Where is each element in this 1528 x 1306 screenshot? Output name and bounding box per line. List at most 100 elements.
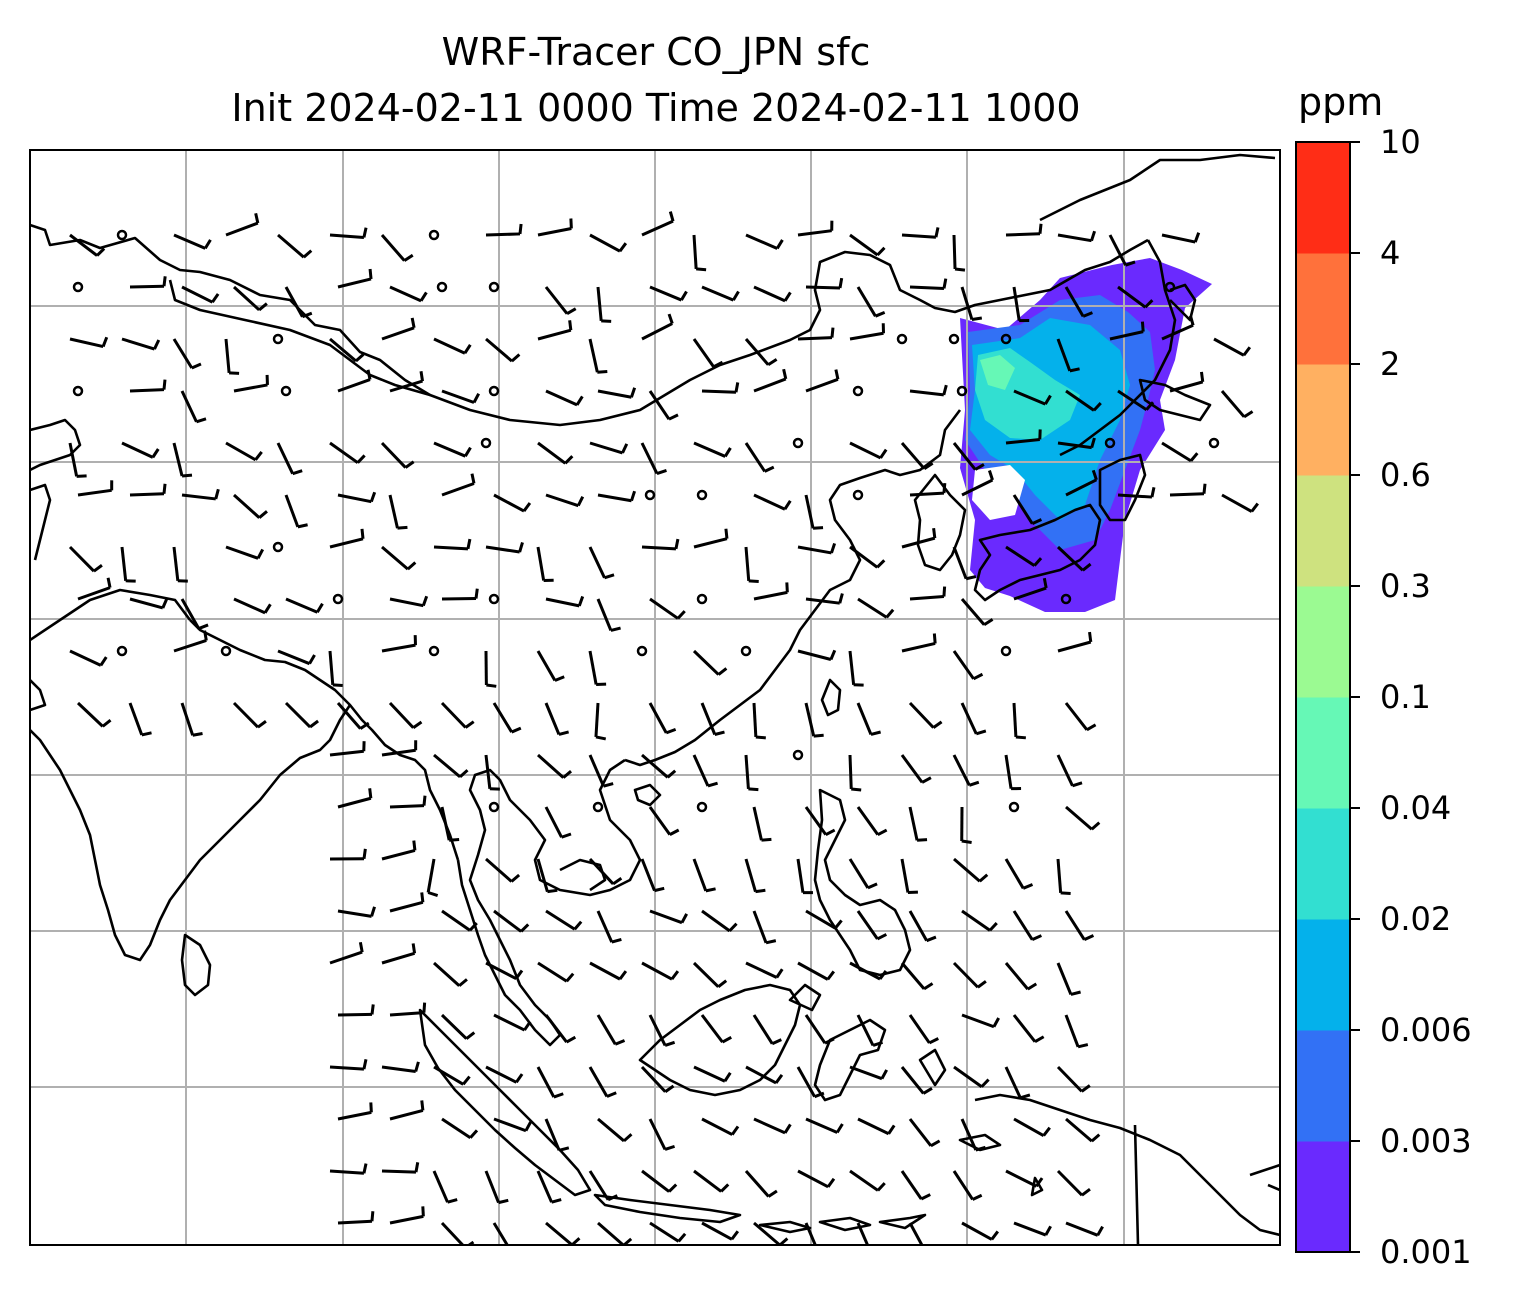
- wind-barb: [900, 1066, 933, 1095]
- wind-barb: [493, 1013, 532, 1032]
- wind-barb: [545, 493, 585, 508]
- wind-barb: [596, 286, 612, 323]
- wind-barb: [1005, 429, 1042, 445]
- wind-barb: [1013, 577, 1048, 601]
- wind-barb: [849, 1169, 886, 1192]
- wind-barb: [953, 857, 989, 883]
- colorbar-tick-label: 0.006: [1380, 1011, 1472, 1049]
- colorbar-segment: [1296, 364, 1350, 476]
- wind-barb: [588, 546, 615, 580]
- wind-barb: [381, 943, 417, 965]
- colorbar-tick-label: 2: [1380, 345, 1401, 383]
- wind-barb: [537, 753, 572, 779]
- wind-barb: [381, 545, 417, 571]
- wind-barb: [488, 385, 500, 397]
- colorbar-segment: [1296, 808, 1350, 920]
- wind-barb: [441, 389, 481, 404]
- wind-barb: [960, 286, 983, 321]
- wind-barb: [1161, 232, 1201, 244]
- wind-barb: [641, 961, 680, 981]
- wind-barb: [805, 593, 844, 605]
- wind-barb: [433, 441, 472, 458]
- wind-barb: [389, 795, 427, 809]
- wind-barb: [181, 285, 220, 304]
- wind-barb: [641, 753, 677, 779]
- wind-barb: [1108, 234, 1136, 267]
- wind-barb: [848, 858, 878, 890]
- wind-barb: [337, 491, 377, 504]
- wind-barb: [693, 441, 732, 458]
- wind-barb: [433, 337, 472, 355]
- wind-barb: [1013, 1117, 1051, 1137]
- wind-barb: [1169, 483, 1207, 497]
- wind-barb: [648, 390, 679, 421]
- wind-barb: [597, 1117, 633, 1143]
- wind-barb: [701, 1221, 740, 1241]
- wind-barb: [753, 493, 792, 511]
- wind-barb: [389, 285, 428, 303]
- wind-barb: [537, 961, 575, 983]
- colorbar-tick-label: 0.02: [1380, 900, 1452, 938]
- wind-barb: [796, 858, 813, 895]
- wind-barb: [272, 333, 284, 345]
- wind-barb: [909, 384, 948, 397]
- wind-barb: [121, 337, 161, 351]
- wind-barb: [488, 281, 500, 293]
- wind-barb: [909, 278, 948, 290]
- wind-barb: [1012, 910, 1042, 942]
- wind-barb: [592, 801, 604, 813]
- wind-barb: [544, 286, 577, 315]
- wind-barb: [328, 650, 343, 687]
- wind-barb: [900, 858, 918, 894]
- wind-barb: [692, 858, 716, 893]
- wind-barb: [589, 961, 628, 981]
- wind-barb: [381, 840, 417, 861]
- colorbar-tick-label: 0.04: [1380, 789, 1452, 827]
- colorbar-segment: [1296, 586, 1350, 698]
- colorbar-tick-label: 0.1: [1380, 678, 1431, 716]
- wind-barb: [116, 229, 128, 241]
- co-tracer-plume: [960, 258, 1212, 612]
- wind-barb: [908, 806, 928, 842]
- wind-barb: [1220, 390, 1254, 419]
- wind-barb: [536, 858, 558, 894]
- wind-barb: [1005, 1169, 1044, 1188]
- wind-barb: [908, 1014, 939, 1045]
- wind-barb: [129, 597, 169, 610]
- wind-barb: [900, 1170, 931, 1201]
- wind-barb: [649, 597, 686, 620]
- wind-barb: [588, 1066, 617, 1098]
- wind-barb: [797, 1169, 836, 1189]
- wind-barb: [797, 961, 836, 981]
- wind-barb: [700, 1014, 732, 1044]
- wind-barb: [753, 1221, 789, 1245]
- wind-barb: [277, 649, 316, 666]
- wind-barb: [640, 1065, 675, 1094]
- map-gridlines: [30, 150, 1280, 1245]
- wind-barb: [693, 1065, 732, 1083]
- wind-barb: [225, 441, 263, 462]
- wind-barb: [441, 588, 479, 601]
- wind-barb: [329, 848, 367, 861]
- wind-barb: [69, 233, 106, 257]
- wind-barbs: [68, 211, 1259, 1245]
- wind-barb: [284, 494, 308, 529]
- wind-barb: [753, 582, 789, 601]
- wind-barb: [641, 313, 674, 341]
- wind-barb: [485, 961, 524, 980]
- wind-barb: [797, 327, 835, 341]
- wind-barb: [856, 702, 882, 736]
- wind-barb: [329, 528, 365, 549]
- wind-barb: [1117, 285, 1154, 309]
- wind-barb: [545, 909, 583, 931]
- wind-barb: [436, 281, 448, 293]
- wind-barb: [428, 645, 440, 657]
- wind-barb: [744, 442, 775, 473]
- wind-barb: [805, 277, 844, 290]
- wind-barb: [744, 338, 778, 367]
- wind-barb: [960, 1118, 986, 1152]
- wind-barb: [440, 1013, 476, 1040]
- wind-barb: [900, 442, 934, 470]
- wind-barb: [180, 598, 209, 630]
- wind-barb: [692, 961, 728, 988]
